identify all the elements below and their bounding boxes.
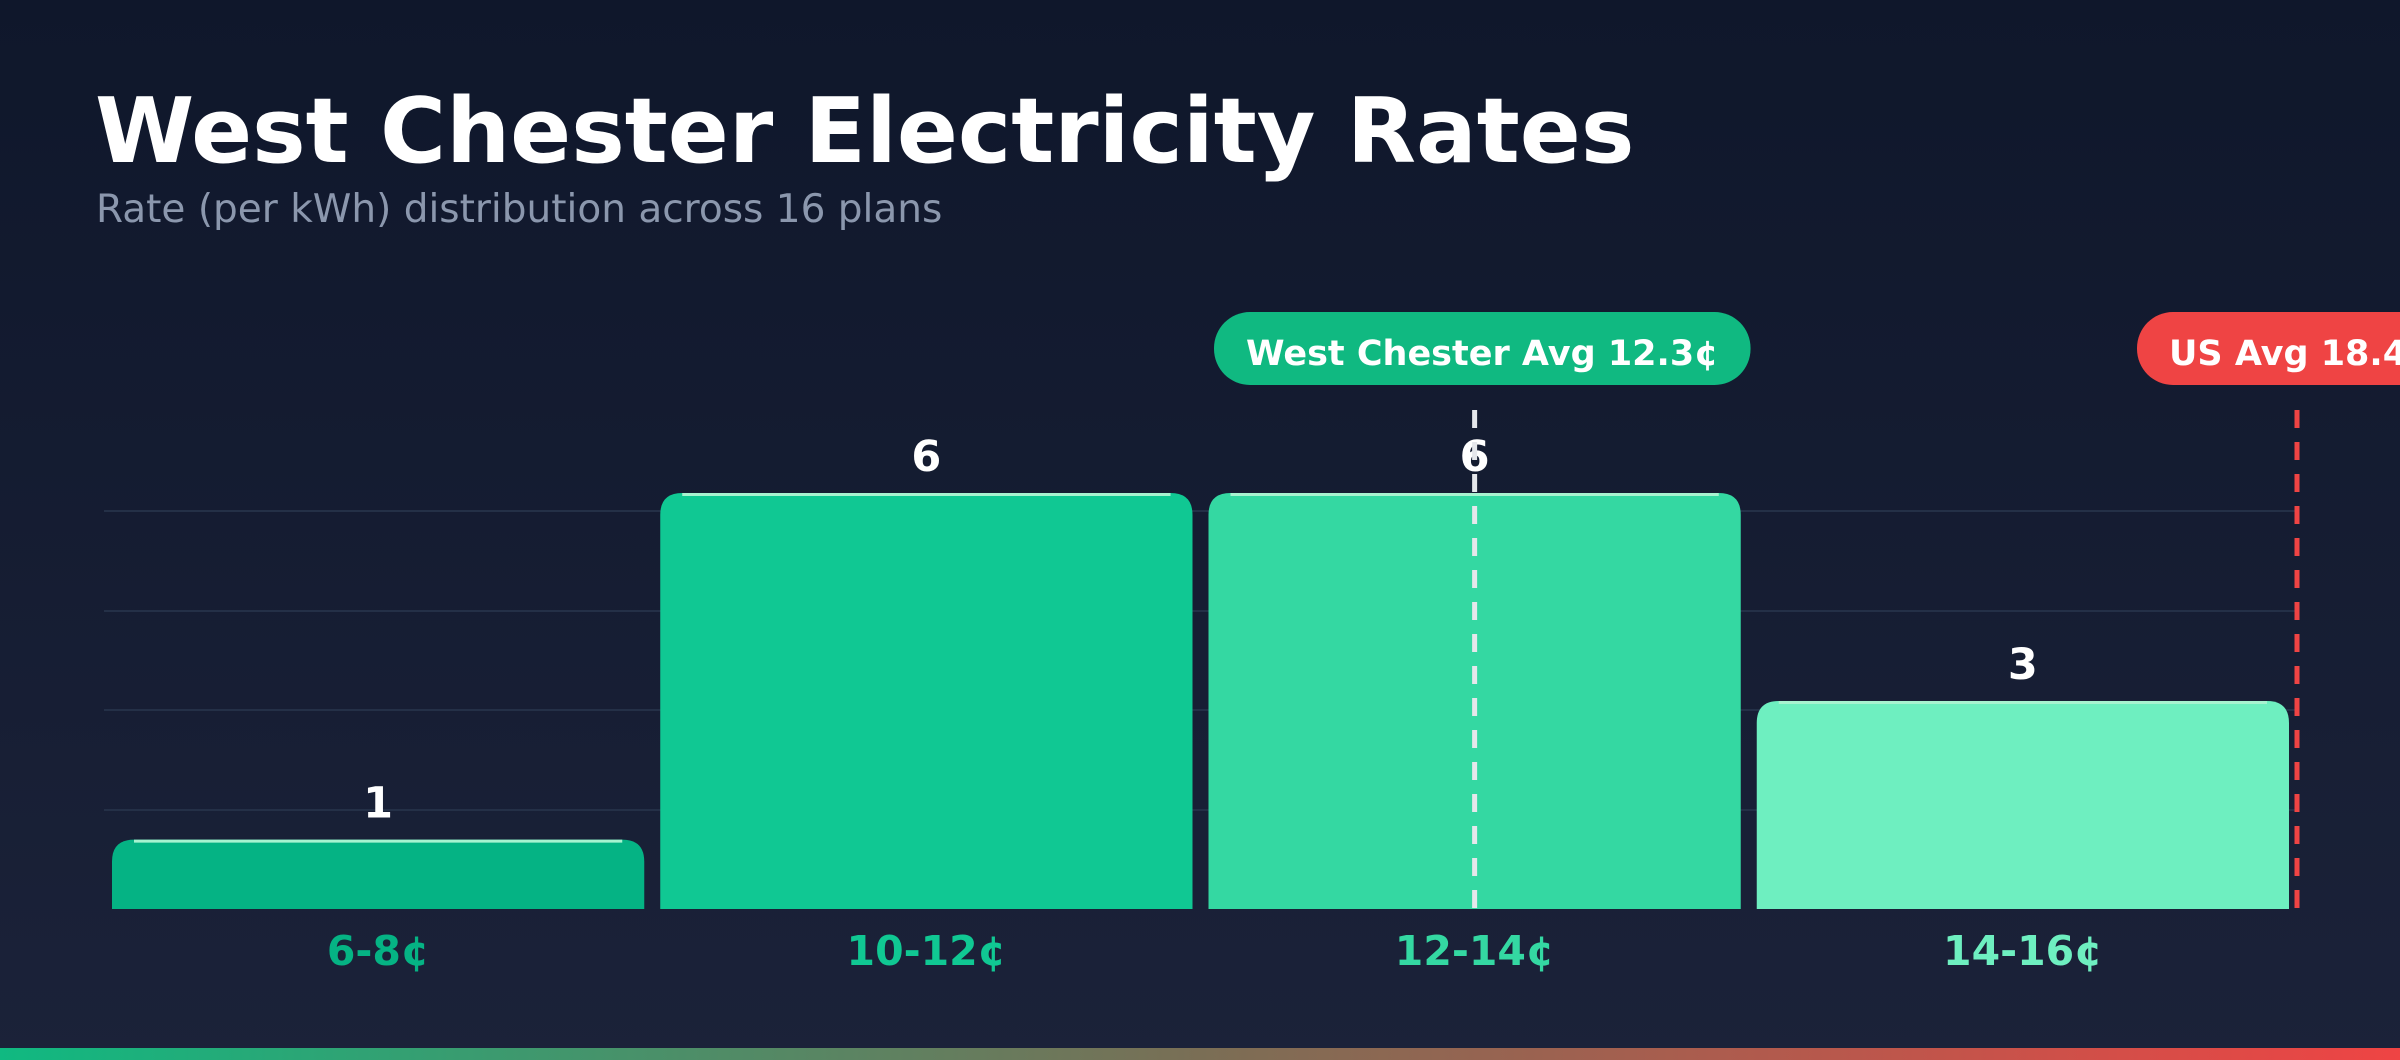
annotation-label: US Avg 18.4¢ (2169, 334, 2400, 374)
annotation-label: West Chester Avg 12.3¢ (1246, 334, 1719, 374)
bar (1756, 701, 2289, 909)
x-tick-label: 14-16¢ (1943, 927, 2103, 975)
x-tick-label: 12-14¢ (1395, 927, 1555, 975)
accent-stripe (0, 1048, 2400, 1060)
value-label: 1 (363, 779, 393, 829)
annotation-pill (2137, 312, 2400, 385)
annotation-pill (1214, 312, 1751, 385)
bar (660, 493, 1193, 909)
value-label: 6 (911, 432, 941, 482)
chart-title: West Chester Electricity Rates (95, 79, 1634, 184)
value-label: 3 (2008, 640, 2038, 690)
bar (112, 839, 645, 909)
x-tick-label: 6-8¢ (327, 927, 430, 975)
x-tick-label: 10-12¢ (847, 927, 1007, 975)
chart-subtitle: Rate (per kWh) distribution across 16 pl… (96, 187, 942, 232)
